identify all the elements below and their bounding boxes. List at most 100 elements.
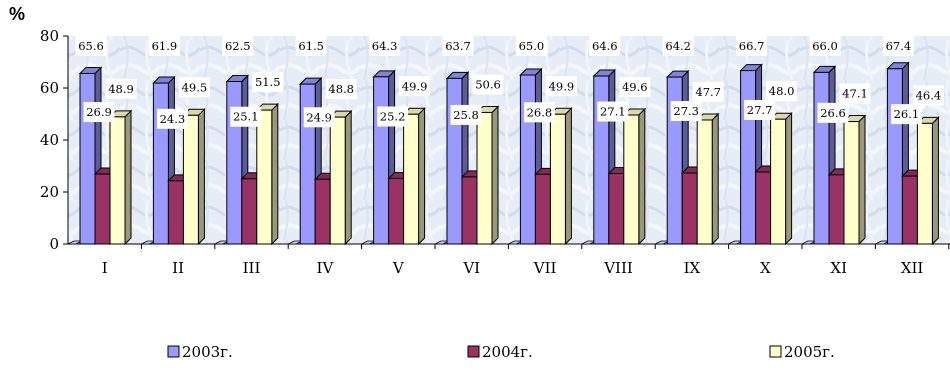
data-label-text: 27.3: [673, 104, 699, 118]
data-label: 48.8: [325, 79, 357, 100]
bar-front: [109, 116, 126, 245]
data-label-box: [303, 107, 335, 128]
bar-front: [476, 111, 493, 245]
y-tick-label: 40: [40, 131, 59, 149]
data-label: 48.9: [105, 78, 137, 99]
data-label-box: [912, 85, 944, 106]
bar-front: [534, 173, 551, 245]
data-label-text: 66.7: [739, 39, 765, 53]
data-label-box: [399, 76, 431, 97]
data-label-text: 25.2: [380, 109, 406, 123]
category-label: VIII: [603, 259, 633, 277]
bar-front: [403, 113, 420, 245]
data-label-text: 27.7: [747, 103, 773, 117]
data-label-text: 48.8: [328, 82, 354, 96]
data-label: 61.9: [148, 36, 180, 56]
data-label: 26.8: [523, 102, 555, 123]
data-label: 47.7: [692, 81, 724, 102]
data-label-text: 66.0: [812, 39, 838, 53]
data-label-box: [515, 36, 547, 56]
data-label-box: [890, 104, 922, 125]
bar-front: [373, 76, 390, 245]
data-label-box: [545, 76, 577, 97]
bar-front: [314, 178, 331, 245]
data-label-box: [619, 77, 651, 98]
data-label: 25.1: [230, 106, 262, 127]
bar-2005г.-III: [255, 102, 280, 246]
data-label: 24.9: [303, 107, 335, 128]
data-label-text: 49.9: [549, 79, 575, 93]
data-label: 47.1: [839, 83, 871, 104]
data-label-text: 26.6: [820, 106, 846, 120]
bar-2005г.-VIII: [622, 107, 647, 246]
bar-front: [740, 70, 757, 245]
data-label-text: 27.1: [600, 105, 626, 119]
data-label-text: 46.4: [916, 88, 942, 102]
legend-swatch: [467, 345, 480, 358]
bar-front: [152, 82, 169, 245]
bar-front: [241, 178, 258, 245]
bar-front: [167, 180, 184, 245]
bar-front: [446, 77, 463, 245]
data-label-text: 65.0: [519, 39, 545, 53]
data-label-box: [766, 81, 798, 102]
data-label-box: [222, 36, 254, 56]
bar-2005г.-I: [108, 109, 133, 246]
data-label-box: [295, 36, 327, 56]
data-label-box: [523, 102, 555, 123]
bar-front: [593, 75, 610, 245]
bar-front: [696, 119, 713, 245]
bar-2005г.-V: [402, 107, 426, 246]
data-label-box: [670, 101, 702, 122]
data-label-text: 48.9: [108, 82, 134, 96]
data-label-text: 48.0: [769, 84, 795, 98]
data-label-box: [597, 101, 629, 122]
bar-side: [858, 114, 866, 246]
data-label: 62.5: [222, 36, 254, 56]
legend-item: 2004г.: [467, 343, 533, 361]
bar-front: [608, 173, 625, 245]
data-label: 24.3: [156, 108, 188, 129]
bar-front: [813, 71, 830, 245]
data-label-text: 62.5: [225, 39, 251, 53]
bar-side: [931, 116, 939, 246]
plot-background: [68, 36, 950, 244]
data-label-text: 51.5: [255, 75, 281, 89]
bar-front: [828, 174, 845, 245]
data-label: 49.9: [545, 76, 577, 97]
y-tick-label: 60: [40, 79, 59, 97]
bar-side: [491, 105, 499, 246]
bar-front: [623, 114, 640, 245]
data-label: 25.2: [377, 106, 409, 127]
data-label: 65.6: [75, 36, 107, 56]
data-label-text: 24.9: [306, 110, 332, 124]
data-label-box: [105, 78, 137, 99]
category-label: IV: [317, 259, 335, 277]
data-label-text: 67.4: [886, 39, 912, 53]
data-label: 64.6: [589, 36, 621, 56]
bar-front: [182, 114, 199, 245]
data-label: 51.5: [252, 72, 284, 93]
legend-label: 2005г.: [784, 343, 835, 361]
bar-front: [461, 176, 478, 245]
data-label-text: 61.9: [152, 39, 178, 53]
data-label-text: 24.3: [160, 112, 186, 126]
bar-side: [344, 109, 352, 246]
category-label: V: [392, 259, 405, 277]
data-label: 67.4: [882, 36, 914, 56]
category-label: X: [760, 259, 771, 277]
bar-side: [271, 102, 279, 246]
legend-label: 2003г.: [182, 343, 233, 361]
data-label: 27.1: [597, 101, 629, 122]
legend-swatch: [769, 345, 782, 358]
data-label: 61.5: [295, 36, 327, 56]
bar-2005г.-VII: [549, 107, 573, 246]
legend: 2003г. 2004г. 2005г.: [167, 343, 835, 361]
data-label-box: [817, 102, 849, 123]
category-label: III: [243, 259, 261, 277]
data-label: 66.0: [809, 36, 841, 56]
data-label: 63.7: [442, 36, 474, 56]
category-label: I: [102, 259, 108, 277]
